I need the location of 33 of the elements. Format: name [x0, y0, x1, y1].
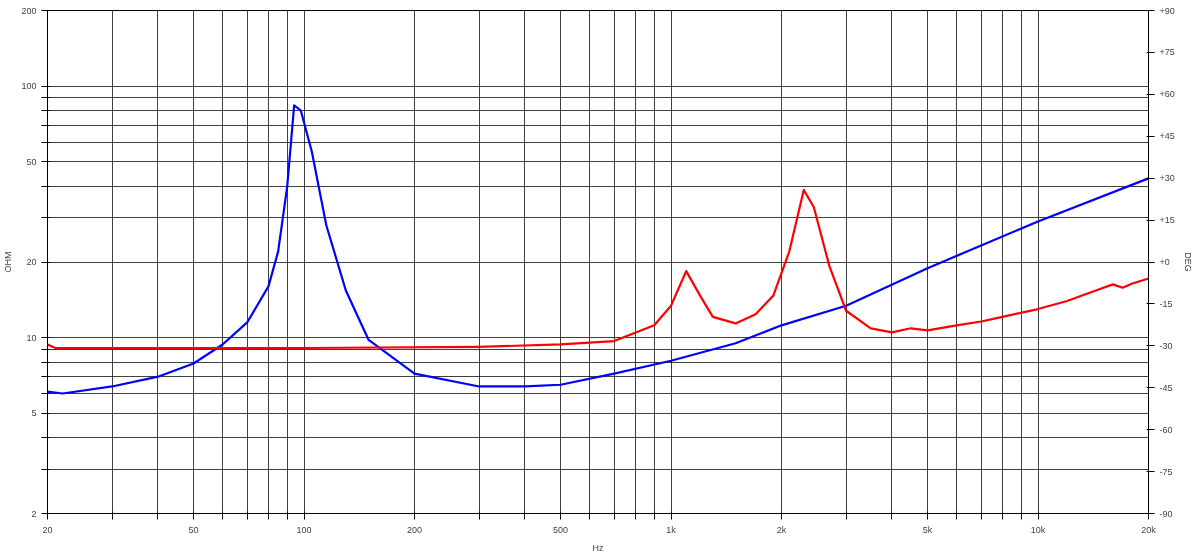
- x-tick-label: 200: [406, 524, 423, 535]
- y-tick-label: 50: [26, 156, 37, 167]
- y-axis-title: OHM: [3, 251, 14, 273]
- y2-tick-label: -75: [1159, 466, 1173, 477]
- x-tick-label: 50: [188, 524, 199, 535]
- y2-tick-label: -30: [1159, 340, 1173, 351]
- y2-tick-label: +0: [1159, 257, 1170, 267]
- x-tick-label: 2k: [776, 524, 787, 535]
- y-tick-label: 20: [26, 257, 37, 267]
- y-tick-label: 200: [21, 5, 37, 16]
- y-tick-label: 5: [31, 408, 37, 419]
- y-tick-label: 2: [31, 508, 37, 519]
- y-tick-label: 100: [21, 81, 37, 92]
- y2-tick-label: +15: [1159, 215, 1175, 226]
- x-tick-label: 500: [553, 524, 569, 535]
- y2-tick-label: -15: [1159, 298, 1173, 309]
- y2-tick-label: +60: [1159, 89, 1175, 100]
- x-tick-label: 10k: [1030, 524, 1046, 535]
- x-axis-title: Hz: [592, 542, 604, 553]
- y2-tick-label: +30: [1159, 173, 1175, 184]
- x-tick-label: 1k: [666, 524, 677, 535]
- y2-tick-label: +90: [1159, 5, 1175, 16]
- x-tick-label: 5k: [922, 524, 933, 535]
- y2-tick-label: -45: [1159, 382, 1173, 393]
- x-tick-label: 20: [42, 524, 53, 535]
- y2-tick-label: -90: [1159, 508, 1173, 519]
- y2-tick-label: +75: [1159, 47, 1175, 58]
- y2-axis-title: DEG: [1182, 252, 1193, 272]
- x-tick-label: 20k: [1141, 524, 1157, 535]
- y-tick-label: 10: [26, 332, 37, 343]
- x-tick-label: 100: [296, 524, 312, 535]
- y2-tick-label: +45: [1159, 131, 1175, 142]
- y2-tick-label: -60: [1159, 424, 1173, 435]
